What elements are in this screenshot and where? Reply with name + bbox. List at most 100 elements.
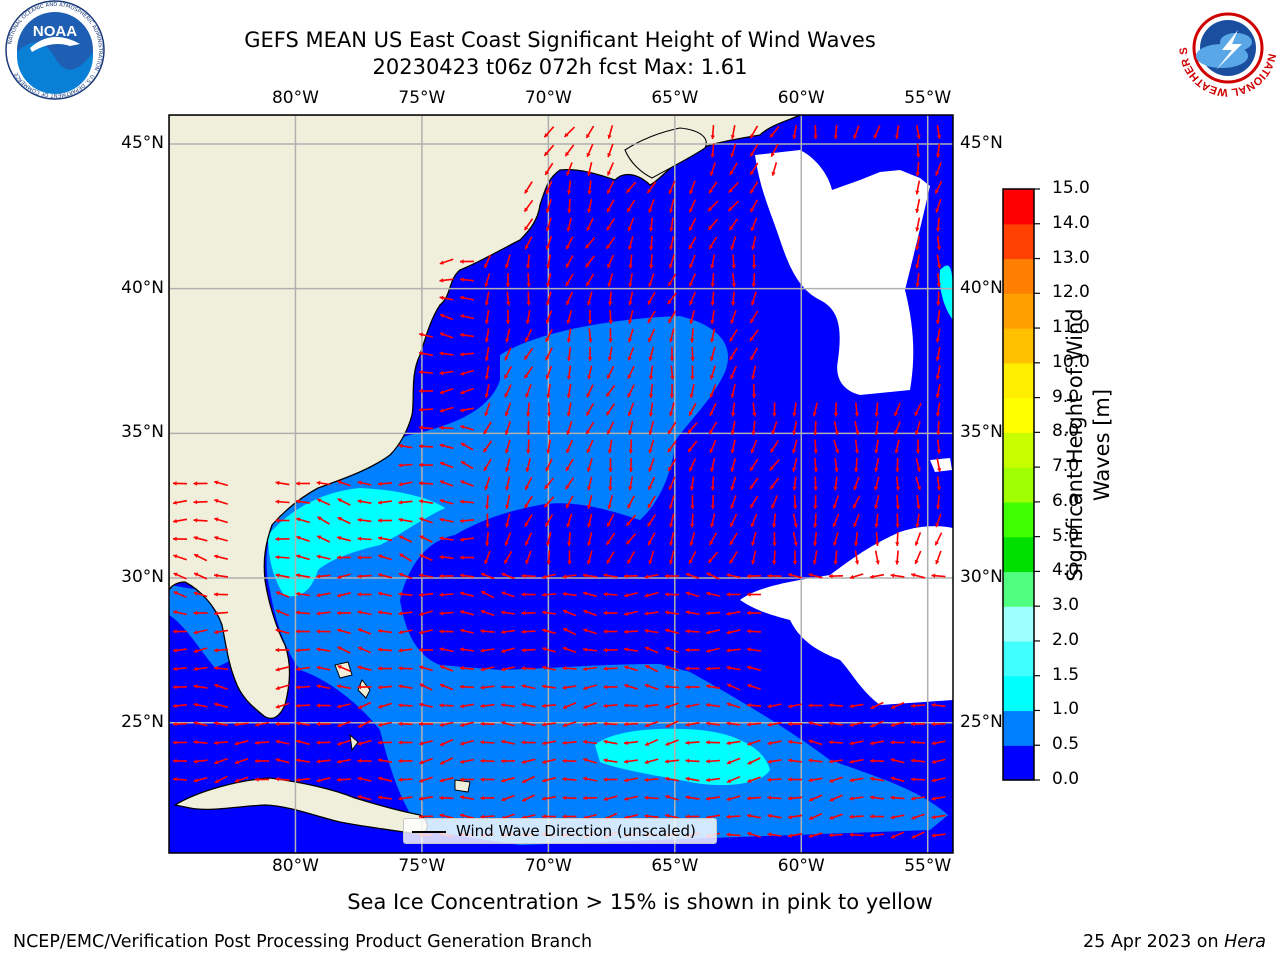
wave-arrow-head [608, 301, 613, 306]
wave-arrow-head [731, 301, 736, 306]
wave-arrow-head [606, 559, 611, 564]
wave-arrow-head [587, 486, 592, 491]
lon-tick-label-top: 60°W [777, 88, 825, 108]
wave-arrow-head [562, 814, 567, 819]
wave-arrow-head [665, 628, 670, 633]
wave-arrow-head [813, 449, 818, 454]
lat-tick-label-left: 30°N [121, 567, 164, 588]
wave-arrow-head [751, 431, 756, 435]
wave-arrow-head [398, 482, 403, 487]
wave-arrow-head [936, 246, 942, 250]
wave-arrow-head [767, 832, 772, 837]
wave-arrow-head [750, 170, 755, 175]
wave-arrow-head [524, 355, 529, 360]
wave-arrow-head [916, 486, 922, 491]
wave-arrow-head [710, 135, 715, 139]
wave-arrow-head [562, 777, 567, 782]
noaa-logo-text: NOAA [33, 23, 77, 40]
wave-arrow-head [670, 375, 675, 380]
wave-arrow-head [916, 505, 921, 509]
wave-arrow-head [607, 263, 612, 268]
wave-arrow-head [419, 499, 423, 504]
svg-text:NATIONAL WEATHER SERVICE: NATIONAL WEATHER SERVICE [0, 0, 1278, 98]
noaa-logo: NOAA NATIONAL OCEANIC AND ATMOSPHERIC AD… [5, 0, 105, 100]
wave-arrow-head [644, 703, 649, 709]
wave-arrow-head [440, 683, 445, 688]
colorbar-band [1003, 328, 1034, 364]
wave-arrow-head [751, 560, 756, 565]
wave-arrow-head [587, 190, 592, 195]
wave-arrow-head [214, 611, 218, 616]
wave-arrow-head [834, 449, 840, 454]
wave-arrow-head [608, 486, 613, 491]
wave-arrow-head [726, 796, 731, 801]
wave-arrow-head [275, 518, 280, 523]
wave-arrow-head [853, 542, 859, 546]
wave-arrow-head [505, 449, 510, 454]
colorbar-tick-label: 13.0 [1052, 247, 1090, 268]
wave-arrow-head [874, 449, 879, 454]
wave-arrow-head [501, 797, 506, 802]
wave-arrow-head [813, 431, 818, 435]
wave-arrow-head [484, 559, 489, 564]
wave-arrow-head [193, 481, 198, 486]
wave-arrow-head [708, 207, 713, 212]
wave-arrow-head [439, 647, 444, 652]
wave-arrow-head [628, 486, 633, 491]
wave-arrow-head [337, 777, 341, 782]
wave-arrow-head [460, 408, 464, 413]
wave-arrow-head [793, 541, 798, 546]
wave-arrow-head [585, 244, 590, 249]
wave-arrow-head [688, 244, 693, 250]
wave-arrow-head [931, 796, 936, 801]
wave-arrow-head [809, 797, 814, 802]
wave-arrow-head [730, 522, 734, 527]
wave-arrow-head [501, 667, 506, 672]
wave-arrow-head [685, 740, 690, 745]
wave-arrow-head [460, 390, 465, 395]
wave-arrow-head [603, 684, 608, 690]
wave-arrow-head [709, 171, 714, 176]
wave-arrow-head [685, 758, 690, 763]
wave-arrow-head [750, 207, 755, 213]
wave-arrow-head [808, 777, 813, 783]
wave-arrow-head [689, 393, 694, 398]
wave-arrow-head [460, 352, 464, 357]
wave-arrow-head [849, 777, 854, 783]
wave-arrow-head [542, 610, 546, 615]
wave-arrow-head [792, 430, 797, 435]
colorbar-tick-label: 0.5 [1052, 734, 1080, 755]
wave-arrow-head [439, 536, 444, 541]
wave-arrow-head [730, 319, 735, 324]
wave-arrow-head [173, 481, 177, 486]
wave-arrow-head [419, 554, 424, 559]
wave-arrow-head [874, 467, 879, 472]
wave-arrow-head [750, 448, 755, 453]
nws-logo: NATIONAL WEATHER SERVICE [0, 0, 1278, 98]
wave-arrow-head [767, 573, 772, 579]
wave-arrow-head [812, 560, 817, 565]
wave-arrow-head [357, 610, 362, 615]
wave-arrow-head [275, 573, 280, 578]
wave-arrow-head [460, 480, 465, 485]
wave-arrow-head [808, 739, 813, 744]
wave-arrow-head [378, 536, 382, 541]
wave-arrow-head [689, 189, 694, 195]
wave-arrow-head [873, 134, 878, 139]
wave-arrow-head [792, 486, 797, 491]
wave-arrow-head [689, 467, 694, 472]
legend-line-sample [412, 831, 446, 833]
colorbar-band [1003, 571, 1034, 607]
wave-arrow-head [875, 560, 880, 565]
wave-arrow-head [854, 449, 860, 454]
wave-arrow-head [870, 741, 875, 746]
wave-arrow-head [501, 778, 506, 783]
wave-arrow-head [685, 722, 690, 727]
wave-arrow-head [587, 541, 592, 546]
wave-arrow-head [565, 263, 570, 268]
lat-tick-label-right: 25°N [960, 711, 1003, 732]
wave-arrow-head [521, 629, 526, 634]
wave-arrow-head [750, 522, 755, 527]
wave-arrow-head [931, 778, 936, 783]
wave-arrow-head [275, 555, 280, 560]
